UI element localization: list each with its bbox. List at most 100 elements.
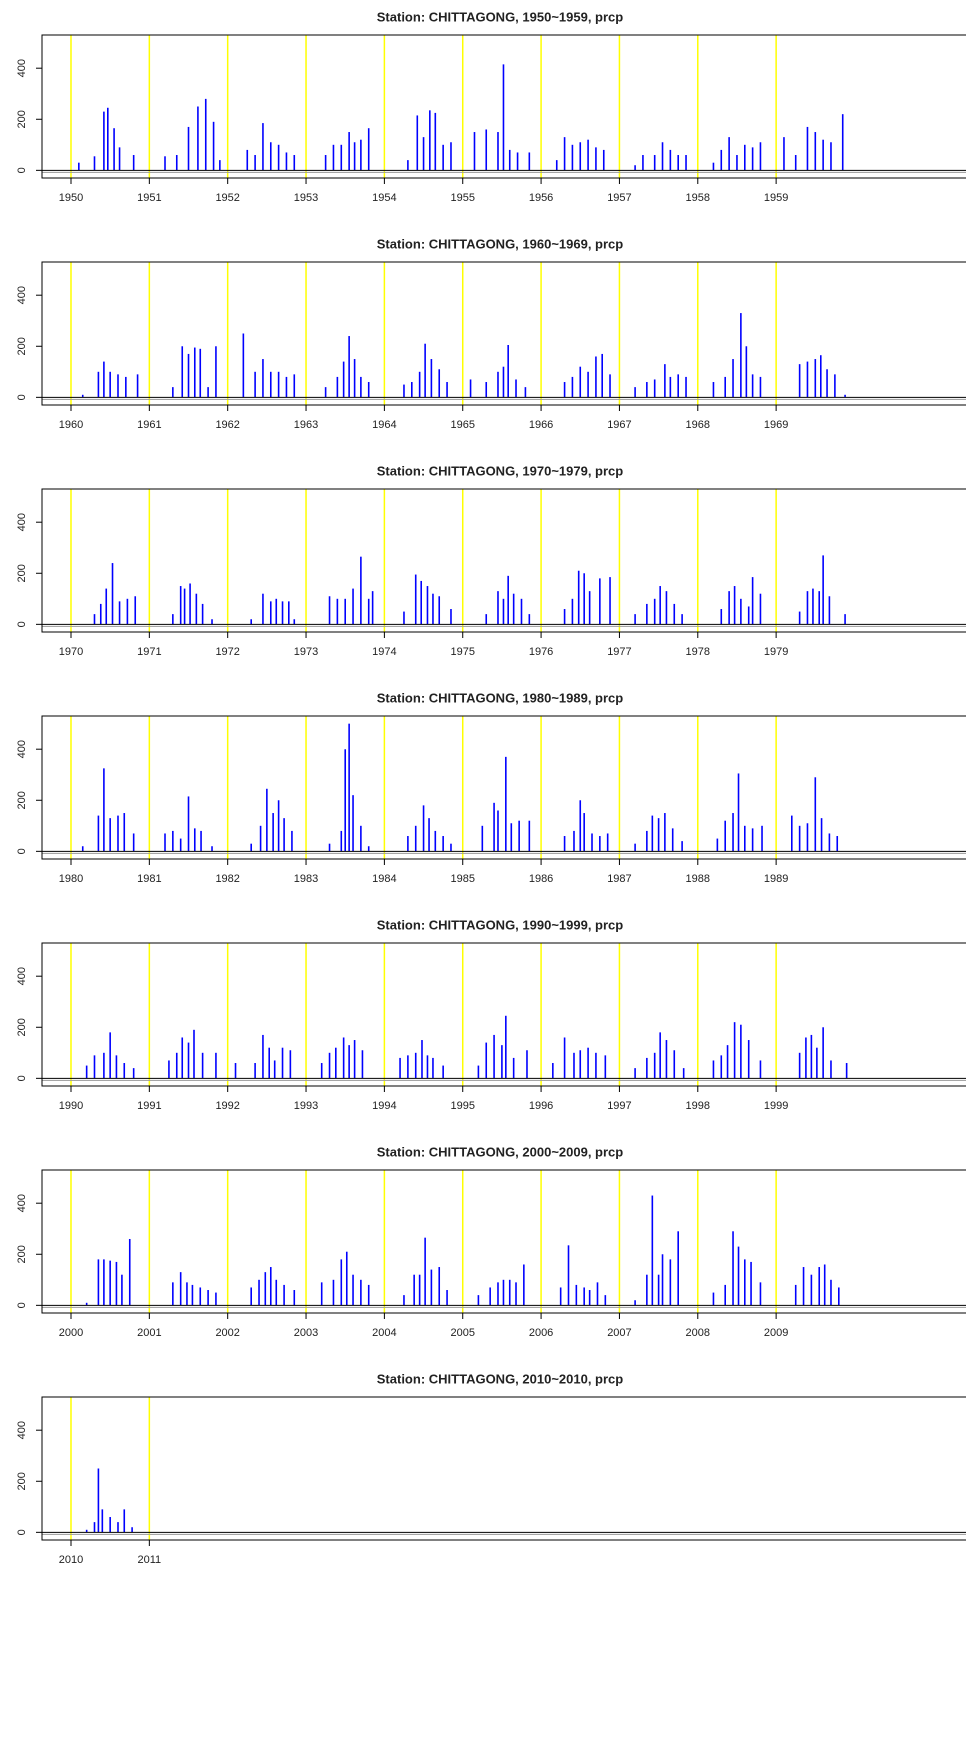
x-tick-label: 1951 [137, 192, 161, 204]
x-tick-label: 2002 [215, 1327, 239, 1339]
y-tick-label: 400 [16, 740, 28, 758]
y-tick-label: 400 [16, 286, 28, 304]
y-tick-label: 400 [16, 1421, 28, 1439]
x-tick-label: 2006 [529, 1327, 553, 1339]
y-tick-label: 0 [16, 1302, 28, 1308]
x-tick-label: 1970 [59, 646, 83, 658]
y-tick-label: 200 [16, 564, 28, 582]
x-tick-label: 1950 [59, 192, 83, 204]
y-tick-label: 200 [16, 110, 28, 128]
plot-frame [41, 715, 966, 860]
plot-frame [41, 488, 966, 633]
panel: Station: CHITTAGONG, 1980~1989, prcp 1980… [16, 690, 966, 885]
x-tick-label: 2007 [607, 1327, 631, 1339]
x-tick-label: 1990 [59, 1100, 83, 1112]
x-tick-label: 2004 [372, 1327, 396, 1339]
plot-frame [41, 34, 966, 179]
x-tick-label: 1963 [294, 419, 318, 431]
x-tick-label: 1957 [607, 192, 631, 204]
plot-frame [41, 1396, 966, 1541]
chart-title: Station: CHITTAGONG, 2010~2010, prcp [377, 1371, 624, 1386]
y-tick-label: 200 [16, 1018, 28, 1036]
x-tick-label: 1978 [686, 646, 710, 658]
x-tick-label: 1967 [607, 419, 631, 431]
y-tick-label: 200 [16, 1472, 28, 1490]
y-tick-label: 0 [16, 167, 28, 173]
panel: Station: CHITTAGONG, 1950~1959, prcp 1950… [16, 9, 966, 204]
x-tick-label: 1995 [450, 1100, 474, 1112]
x-tick-label: 1972 [215, 646, 239, 658]
panel: Station: CHITTAGONG, 2000~2009, prcp2000… [16, 1144, 966, 1339]
x-tick-label: 1966 [529, 419, 553, 431]
x-tick-label: 2001 [137, 1327, 161, 1339]
y-tick-label: 0 [16, 621, 28, 627]
x-tick-label: 2005 [450, 1327, 474, 1339]
x-tick-label: 1954 [372, 192, 396, 204]
x-tick-label: 1953 [294, 192, 318, 204]
chart-title: Station: CHITTAGONG, 2000~2009, prcp [377, 1144, 624, 1159]
panel: Station: CHITTAGONG, 1990~1999, prcp 1990… [16, 917, 966, 1112]
y-tick-label: 200 [16, 1245, 28, 1263]
x-tick-label: 1960 [59, 419, 83, 431]
x-tick-label: 1961 [137, 419, 161, 431]
x-tick-label: 2009 [764, 1327, 788, 1339]
x-tick-label: 1999 [764, 1100, 788, 1112]
y-tick-label: 400 [16, 967, 28, 985]
chart-title: Station: CHITTAGONG, 1960~1969, prcp [377, 236, 624, 251]
y-tick-label: 400 [16, 59, 28, 77]
x-tick-label: 1968 [686, 419, 710, 431]
x-tick-label: 2010 [59, 1554, 83, 1566]
x-tick-label: 2003 [294, 1327, 318, 1339]
x-tick-label: 1983 [294, 873, 318, 885]
x-tick-label: 1996 [529, 1100, 553, 1112]
x-tick-label: 1975 [450, 646, 474, 658]
plot-frame [41, 261, 966, 406]
x-tick-label: 1980 [59, 873, 83, 885]
x-tick-label: 2011 [138, 1554, 162, 1566]
x-tick-label: 1956 [529, 192, 553, 204]
chart-title: Station: CHITTAGONG, 1970~1979, prcp [377, 463, 624, 478]
x-tick-label: 1974 [372, 646, 396, 658]
x-tick-label: 1952 [215, 192, 239, 204]
y-tick-label: 200 [16, 791, 28, 809]
x-tick-label: 1994 [372, 1100, 396, 1112]
plot-frame [41, 1169, 966, 1314]
chart-title: Station: CHITTAGONG, 1990~1999, prcp [377, 917, 624, 932]
x-tick-label: 1976 [529, 646, 553, 658]
y-tick-label: 0 [16, 1529, 28, 1535]
x-tick-label: 1984 [372, 873, 396, 885]
y-tick-label: 400 [16, 513, 28, 531]
x-tick-label: 1987 [607, 873, 631, 885]
x-tick-label: 1985 [450, 873, 474, 885]
x-tick-label: 2000 [59, 1327, 83, 1339]
x-tick-label: 1989 [764, 873, 788, 885]
chart-title: Station: CHITTAGONG, 1950~1959, prcp [377, 9, 624, 24]
x-tick-label: 1962 [215, 419, 239, 431]
x-tick-label: 1955 [450, 192, 474, 204]
x-tick-label: 1977 [607, 646, 631, 658]
x-tick-label: 1973 [294, 646, 318, 658]
x-tick-label: 1991 [137, 1100, 161, 1112]
x-tick-label: 1979 [764, 646, 788, 658]
plot-frame [41, 942, 966, 1087]
x-tick-label: 1969 [764, 419, 788, 431]
x-tick-label: 1986 [529, 873, 553, 885]
panel: Station: CHITTAGONG, 1960~1969, prcp 1960… [16, 236, 966, 431]
y-tick-label: 400 [16, 1194, 28, 1212]
x-tick-label: 1992 [215, 1100, 239, 1112]
x-tick-label: 1958 [686, 192, 710, 204]
y-tick-label: 200 [16, 337, 28, 355]
x-tick-label: 1988 [686, 873, 710, 885]
panel: Station: CHITTAGONG, 2010~2010, prcp 2010… [16, 1371, 966, 1566]
x-tick-label: 1993 [294, 1100, 318, 1112]
y-tick-label: 0 [16, 394, 28, 400]
panel: Station: CHITTAGONG, 1970~1979, prcp 1970… [16, 463, 966, 658]
x-tick-label: 1964 [372, 419, 396, 431]
x-tick-label: 1997 [607, 1100, 631, 1112]
chart-title: Station: CHITTAGONG, 1980~1989, prcp [377, 690, 624, 705]
y-tick-label: 0 [16, 848, 28, 854]
x-tick-label: 1971 [137, 646, 161, 658]
y-tick-label: 0 [16, 1075, 28, 1081]
x-tick-label: 1965 [450, 419, 474, 431]
